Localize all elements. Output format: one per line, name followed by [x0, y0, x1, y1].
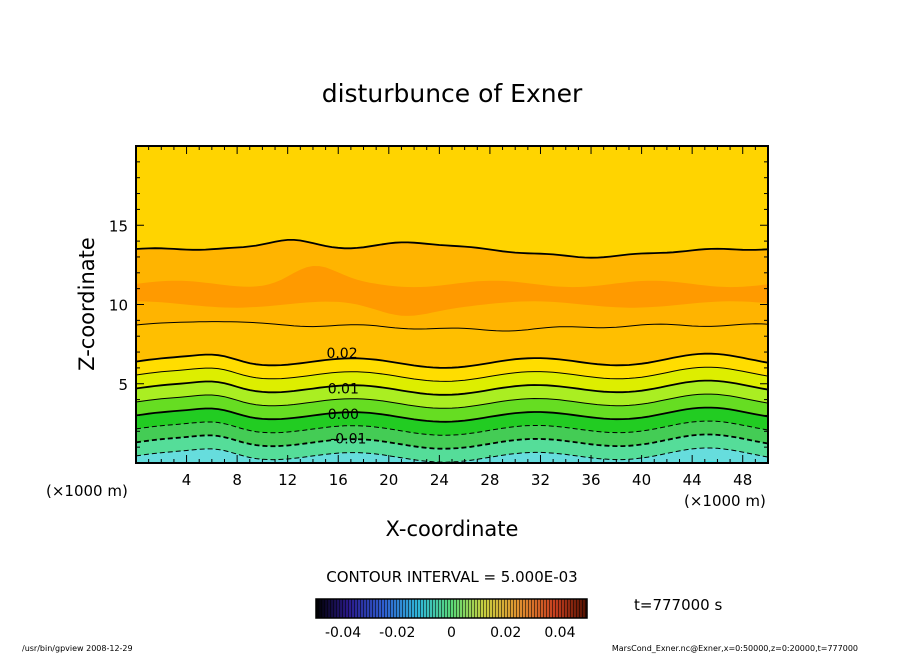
x-unit-right: (×1000 m) [684, 492, 766, 510]
footer-right: MarsCond_Exner.nc@Exner,x=0:50000,z=0:20… [612, 644, 858, 653]
y-tick-label: 15 [109, 217, 128, 235]
contour-line [136, 406, 768, 423]
colorbar-tick-label: 0 [447, 625, 456, 641]
x-tick-label: 40 [632, 471, 651, 489]
contour-band-max [136, 266, 768, 316]
colorbar-tick-label: -0.04 [325, 625, 361, 641]
colorbar-frame [315, 598, 588, 619]
contour-line [136, 433, 768, 450]
contour-line [136, 379, 768, 396]
contour-line [136, 239, 768, 259]
contour-line [136, 366, 768, 382]
x-tick-label: 28 [480, 471, 499, 489]
y-axis-label: Z-coordinate [75, 237, 99, 371]
x-tick-label: 4 [182, 471, 192, 489]
contour-line [136, 447, 768, 463]
x-unit-left: (×1000 m) [46, 482, 128, 500]
contour-interval: CONTOUR INTERVAL = 5.000E-03 [326, 568, 577, 586]
y-tick-label: 5 [118, 376, 128, 394]
colorbar-tick-label: 0.02 [490, 625, 521, 641]
colorbar-stripes [316, 599, 587, 618]
contour-line [136, 321, 768, 332]
contour-label: 0.00 [328, 407, 359, 423]
colorbar-tick-label: 0.04 [544, 625, 575, 641]
colorbar-tick-label: -0.02 [379, 625, 415, 641]
x-tick-label: 48 [733, 471, 752, 489]
contour-line [136, 420, 768, 436]
x-tick-label: 16 [329, 471, 348, 489]
x-tick-label: 8 [232, 471, 242, 489]
y-tick-label: 10 [109, 297, 128, 315]
plot-area [136, 146, 768, 463]
footer-left: /usr/bin/gpview 2008-12-29 [22, 644, 133, 653]
contour-line [136, 352, 768, 369]
x-tick-label: 44 [683, 471, 702, 489]
contour-line [136, 393, 768, 409]
x-tick-label: 24 [430, 471, 449, 489]
time-label: t=777000 s [634, 596, 722, 614]
x-tick-label: 12 [278, 471, 297, 489]
contour-band [136, 434, 768, 463]
chart-title: disturbunce of Exner [322, 79, 583, 108]
x-tick-label: 20 [379, 471, 398, 489]
x-tick-label: 32 [531, 471, 550, 489]
contour-band [136, 448, 768, 463]
colorbar: -0.04 -0.02 0 0.02 0.04 [315, 598, 588, 641]
contour-label: -0.01 [330, 432, 366, 448]
x-axis-label: X-coordinate [386, 517, 519, 541]
contour-label: 0.01 [328, 382, 359, 398]
x-tick-label: 36 [581, 471, 600, 489]
contour-label: 0.02 [326, 346, 357, 362]
